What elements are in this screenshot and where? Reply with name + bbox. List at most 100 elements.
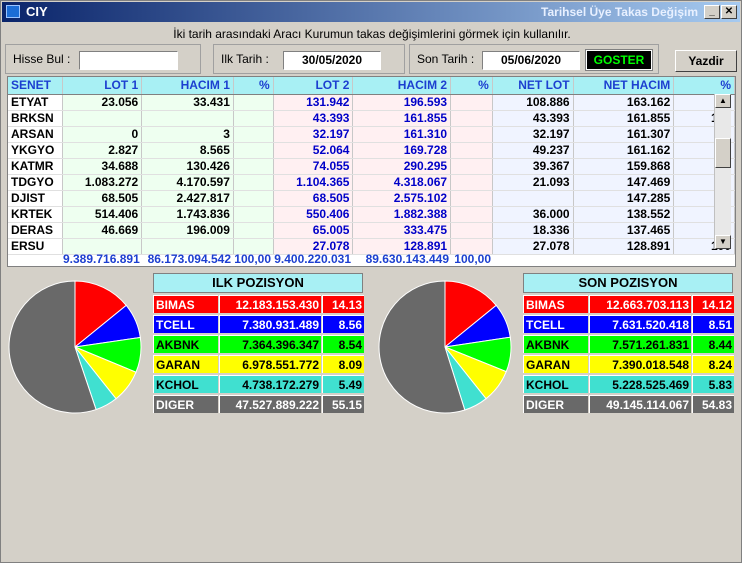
scroll-up-icon[interactable]: ▲ [715,94,731,108]
table-cell: YKGYO [8,142,64,159]
table-cell: 108.886 [492,94,574,111]
position-row[interactable]: DIGER 49.145.114.067 54.83 [523,395,735,414]
table-row[interactable]: DERAS 46.669 196.009 65.005 333.475 18.336 137… [8,222,735,239]
column-header[interactable]: % [233,77,274,95]
table-cell [450,206,493,223]
pie-slice-diger [8,280,97,414]
column-header[interactable]: NET LOT [492,77,574,95]
search-input[interactable] [79,51,178,70]
show-button[interactable]: GOSTER [585,49,653,71]
table-cell: 161.162 [573,142,675,159]
pie-slice-bimas [444,280,497,349]
table-cell: 1.083.272 [62,174,143,191]
last-date-group [409,44,659,74]
table-cell: 4.170.597 [141,174,234,191]
last-date-input[interactable]: 05/06/2020 [482,51,580,70]
table-row[interactable]: TDGYO 1.083.272 4.170.597 1.104.365 4.318.06… [8,174,735,191]
position-value: 4.738.172.279 [219,375,321,393]
position-percent: 14.12 [692,295,734,313]
column-header[interactable]: SENET [8,77,64,95]
vertical-scrollbar[interactable]: ▲ ▼ [714,94,731,249]
table-cell: 147.285 [573,190,675,207]
table-cell [450,238,493,255]
table-cell [450,110,493,127]
table-cell [450,126,493,143]
table-cell: 2.827 [62,142,143,159]
table-cell [450,142,493,159]
position-row[interactable]: KCHOL 5.228.525.469 5.83 [523,375,735,394]
table-cell [233,94,274,111]
position-row[interactable]: AKBNK 7.364.396.347 8.54 [153,335,365,354]
position-name: TCELL [523,315,588,333]
position-name: GARAN [153,355,218,373]
table-row[interactable]: DJIST 68.505 2.427.817 68.505 2.575.102 147.2… [8,190,735,207]
position-value: 47.527.889.222 [219,395,321,413]
column-header[interactable]: % [450,77,493,95]
table-cell: 36.000 [492,206,574,223]
last-date-label: Son Tarih : [417,52,475,66]
table-cell: 8.565 [141,142,234,159]
table-cell: 196.009 [141,222,234,239]
position-row[interactable]: GARAN 7.390.018.548 8.24 [523,355,735,374]
column-header[interactable]: LOT 1 [62,77,143,95]
minimize-button[interactable]: _ [704,5,720,19]
position-percent: 8.24 [692,355,734,373]
table-cell: 0 [62,126,143,143]
position-row[interactable]: DIGER 47.527.889.222 55.15 [153,395,365,414]
print-button[interactable]: Yazdir [675,50,737,72]
table-cell [62,110,143,127]
table-cell: 196.593 [352,94,452,111]
last-position-title: SON POZISYON [523,273,733,293]
position-row[interactable]: BIMAS 12.663.703.113 14.12 [523,295,735,314]
table-cell: 137.465 [573,222,675,239]
table-row[interactable]: KATMR 34.688 130.426 74.055 290.295 39.367 159… [8,158,735,175]
table-row[interactable]: KRTEK 514.406 1.743.836 550.406 1.882.388 36.… [8,206,735,223]
table-cell: 21.093 [492,174,574,191]
position-row[interactable]: GARAN 6.978.551.772 8.09 [153,355,365,374]
table-cell: 43.393 [492,110,574,127]
column-header[interactable]: NET HACIM [573,77,675,95]
scroll-thumb[interactable] [715,138,731,168]
position-name: DIGER [523,395,588,413]
table-cell: 32.197 [492,126,574,143]
scroll-down-icon[interactable]: ▼ [715,235,731,249]
column-header[interactable]: LOT 2 [273,77,354,95]
table-cell: 1.104.365 [273,174,354,191]
table-cell: 128.891 [352,238,452,255]
position-name: KCHOL [523,375,588,393]
position-row[interactable]: AKBNK 7.571.261.831 8.44 [523,335,735,354]
data-grid[interactable]: SENET LOT 1 HACIM 1% LOT 2 HACIM 2% NET LOT NE… [7,76,736,267]
position-value: 12.183.153.430 [219,295,321,313]
close-button[interactable]: ✕ [721,5,737,19]
table-cell [233,142,274,159]
position-value: 7.364.396.347 [219,335,321,353]
table-cell [233,126,274,143]
column-header[interactable]: HACIM 1 [141,77,234,95]
position-row[interactable]: TCELL 7.631.520.418 8.51 [523,315,735,334]
table-row[interactable]: YKGYO 2.827 8.565 52.064 169.728 49.237 161.16… [8,142,735,159]
table-cell: 161.855 [352,110,452,127]
title-bar[interactable]: CIY Tarihsel Üye Takas Değişim _ ✕ [2,2,740,22]
total-cell: 100,00 [454,252,491,266]
total-cell: 86.173.094.542 [147,252,231,266]
table-row[interactable]: ETYAT 23.056 33.431 131.942 196.593 108.886 16… [8,94,735,111]
position-row[interactable]: BIMAS 12.183.153.430 14.13 [153,295,365,314]
position-row[interactable]: KCHOL 4.738.172.279 5.49 [153,375,365,394]
grid-totals: 9.389.716.891 86.173.094.542 100,00 9.400.2… [8,251,735,266]
column-header[interactable]: HACIM 2 [352,77,452,95]
position-row[interactable]: TCELL 7.380.931.489 8.56 [153,315,365,334]
first-position-pie-chart [8,280,142,414]
column-header[interactable]: % [673,77,735,95]
table-cell: 138.552 [573,206,675,223]
first-date-input[interactable]: 30/05/2020 [283,51,381,70]
window-subtitle: Tarihsel Üye Takas Değişim [541,5,698,19]
first-position-title: ILK POZISYON [153,273,363,293]
table-cell: ERSU [8,238,64,255]
table-cell [450,190,493,207]
table-cell: 52.064 [273,142,354,159]
table-cell: 39.367 [492,158,574,175]
